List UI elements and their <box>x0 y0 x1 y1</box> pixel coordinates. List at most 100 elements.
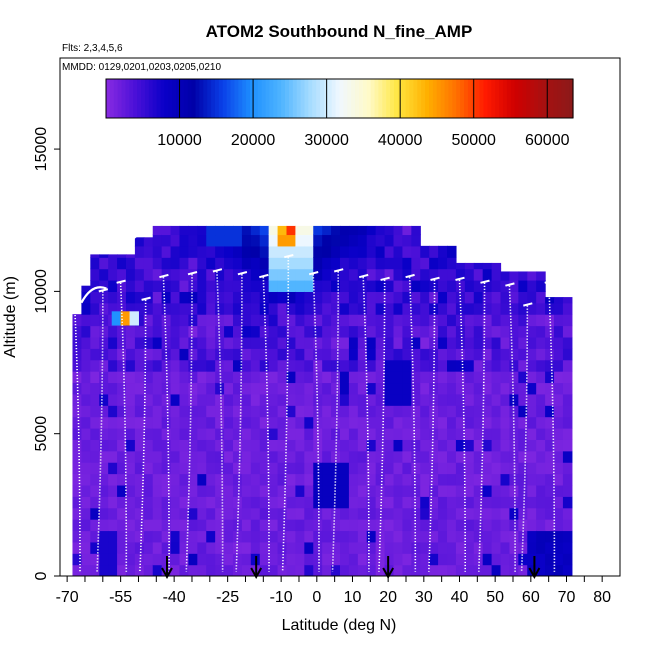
heatmap-cell <box>536 325 546 338</box>
heatmap-cell <box>170 314 181 327</box>
heatmap-cell <box>509 393 519 406</box>
heatmap-cell <box>268 268 279 281</box>
heatmap-cell <box>429 348 439 361</box>
heatmap-cell <box>277 405 288 418</box>
heatmap-cell <box>206 291 216 304</box>
heatmap-cell <box>161 530 172 543</box>
heatmap-cell <box>277 234 288 247</box>
heatmap-cell <box>250 359 261 372</box>
heatmap-cell <box>215 553 225 566</box>
heatmap-cell <box>340 462 350 475</box>
heatmap-cell <box>375 336 386 349</box>
heatmap-cell <box>455 348 466 361</box>
heatmap-cell <box>81 553 91 566</box>
heatmap-cell <box>491 359 502 372</box>
heatmap-cell <box>286 564 297 576</box>
heatmap-cell <box>473 371 484 384</box>
heatmap-cell <box>134 348 145 361</box>
colorbar-cell <box>117 79 123 118</box>
heatmap-cell <box>322 268 332 281</box>
heatmap-cell <box>322 496 332 509</box>
heatmap-cell <box>420 405 430 418</box>
heatmap-cell <box>215 280 225 292</box>
heatmap-cell <box>375 245 386 258</box>
heatmap-cell <box>277 393 288 406</box>
heatmap-cell <box>562 450 573 463</box>
heatmap-cell <box>473 519 484 532</box>
heatmap-cell <box>197 507 207 520</box>
heatmap-cell <box>331 393 341 406</box>
heatmap-cell <box>224 553 234 566</box>
heatmap-cell <box>188 314 198 327</box>
heatmap-cell <box>241 382 252 395</box>
heatmap-cell <box>215 245 225 258</box>
heatmap-cell <box>143 393 154 406</box>
heatmap-cell <box>161 302 172 315</box>
heatmap-cell <box>536 519 546 532</box>
colorbar-cell <box>273 79 278 118</box>
heatmap-cell <box>179 428 190 440</box>
heatmap-cell <box>215 541 225 554</box>
heatmap-cell <box>90 302 100 315</box>
heatmap-cell <box>179 257 190 270</box>
heatmap-cell <box>536 291 546 304</box>
heatmap-cell <box>161 325 172 338</box>
x-tick-label: 50 <box>486 589 504 606</box>
heatmap-cell <box>536 507 546 520</box>
heatmap-cell <box>331 530 341 543</box>
heatmap-cell <box>357 291 368 304</box>
colorbar-cell <box>191 79 197 118</box>
heatmap-cell <box>259 245 270 258</box>
heatmap-cell <box>117 280 127 292</box>
heatmap-cell <box>143 439 154 452</box>
heatmap-cell <box>348 428 359 440</box>
heatmap-cell <box>206 530 216 543</box>
heatmap-cell <box>348 348 359 361</box>
heatmap-cell <box>224 462 234 475</box>
heatmap-cell <box>348 484 359 497</box>
heatmap-cell <box>313 519 323 532</box>
heatmap-cell <box>464 541 475 554</box>
heatmap-cell <box>518 439 528 452</box>
heatmap-cell <box>81 314 91 327</box>
x-axis: -70 -55 -40 -25 -10 0 10 20 30 40 50 60 70 80 <box>56 576 611 606</box>
heatmap-cell <box>375 393 386 406</box>
heatmap-cell <box>536 314 546 327</box>
heatmap-cell <box>562 416 573 429</box>
heatmap-cell <box>518 507 528 520</box>
heatmap-cell <box>259 382 270 395</box>
heatmap-cell <box>250 291 261 304</box>
heatmap-cell <box>259 291 270 304</box>
heatmap-cell <box>179 382 190 395</box>
heatmap-cell <box>304 348 314 361</box>
heatmap-cell <box>304 462 314 475</box>
heatmap-cell <box>232 462 243 475</box>
heatmap-cell <box>313 325 323 338</box>
heatmap-cell <box>250 245 261 258</box>
heatmap-cell <box>331 325 341 338</box>
heatmap-cell <box>170 416 181 429</box>
x-tick-label: -55 <box>109 589 132 606</box>
heatmap-cell <box>455 371 466 384</box>
heatmap-cell <box>331 234 341 247</box>
heatmap-cell <box>384 519 395 532</box>
heatmap-cell <box>402 462 412 475</box>
heatmap-cell <box>438 268 448 281</box>
heatmap-cell <box>357 359 368 372</box>
heatmap-cell <box>491 553 502 566</box>
heatmap-cell <box>81 439 91 452</box>
x-tick-label: 0 <box>312 589 321 606</box>
heatmap-cell <box>357 280 368 292</box>
heatmap-cell <box>491 382 502 395</box>
heatmap-cell <box>206 405 216 418</box>
heatmap-cell <box>554 484 564 497</box>
heatmap-cell <box>268 541 279 554</box>
heatmap-cell <box>295 428 305 440</box>
heatmap-cell <box>402 450 412 463</box>
x-tick-label: 40 <box>451 589 469 606</box>
heatmap-cell <box>447 325 457 338</box>
heatmap-cell <box>473 473 484 486</box>
heatmap-cell <box>232 257 243 270</box>
heatmap-cell <box>134 484 145 497</box>
heatmap-cell <box>455 496 466 509</box>
